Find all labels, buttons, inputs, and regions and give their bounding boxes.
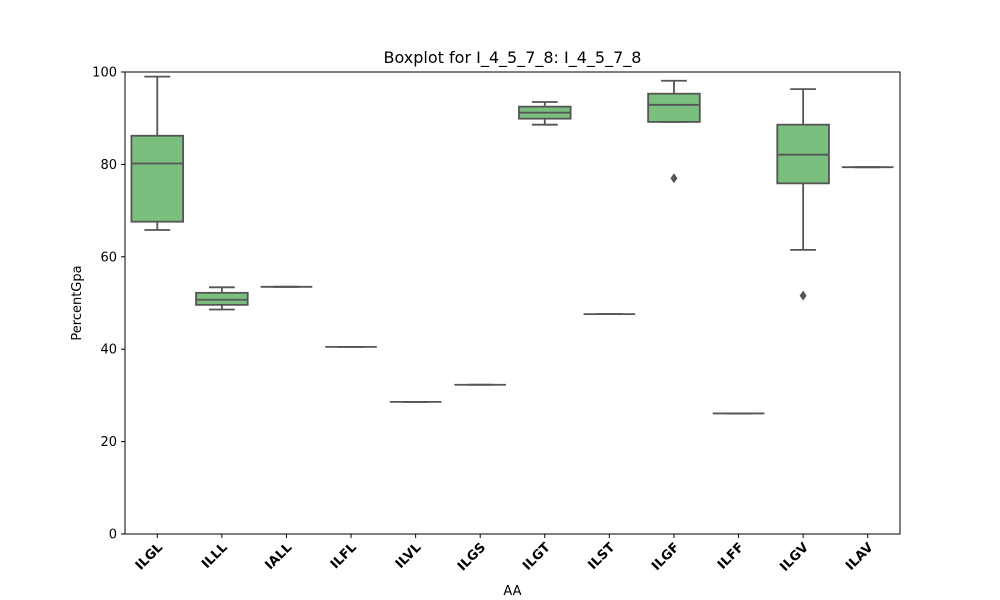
y-tick-label: 80 (100, 158, 117, 173)
box-illl (195, 286, 249, 311)
x-tick-label-ilav: ILAV (843, 540, 876, 573)
box-body (647, 92, 701, 123)
plot-area (130, 75, 894, 415)
x-axis-label: AA (503, 584, 521, 599)
y-tick-label: 100 (92, 66, 117, 81)
outlier-point (670, 173, 678, 184)
x-tick-label-ilgl: ILGL (133, 540, 166, 573)
box-body (195, 291, 249, 306)
box-ilgv (776, 88, 830, 301)
x-tick-label-ilgv: ILGV (777, 540, 812, 575)
box-ilgt (518, 101, 572, 126)
y-tick-label: 20 (100, 435, 117, 450)
box-body (130, 134, 185, 223)
x-tick-label-ilgs: ILGS (455, 540, 489, 574)
x-tick-label-ilvl: ILVL (393, 540, 425, 572)
x-tick-label-ilff: ILFF (715, 540, 747, 572)
box-ilgf (647, 79, 701, 184)
y-tick-label: 0 (109, 528, 117, 543)
y-axis-label: PercentGpa (70, 265, 85, 340)
outlier-point (799, 290, 807, 301)
x-tick-label-ilfl: ILFL (328, 540, 360, 572)
box-ilgl (130, 75, 185, 231)
y-tick-label: 40 (100, 343, 117, 358)
x-tick-label-ilst: ILST (585, 540, 618, 573)
x-tick-label-ilgf: ILGF (649, 540, 683, 574)
chart-title: Boxplot for I_4_5_7_8: I_4_5_7_8 (384, 48, 642, 68)
x-tick-label-illl: ILLL (199, 540, 231, 572)
axes-frame (124, 71, 901, 535)
y-tick-label: 60 (100, 250, 117, 265)
x-axis: ILGL ILLL IALL ILFL ILVL ILGS ILGT ILST ILGF ILFF… (133, 534, 877, 575)
y-axis: 0 20 40 60 80 100 (92, 66, 125, 543)
x-tick-label-ilgt: ILGT (520, 540, 554, 574)
x-tick-label-iall: IALL (262, 540, 295, 573)
